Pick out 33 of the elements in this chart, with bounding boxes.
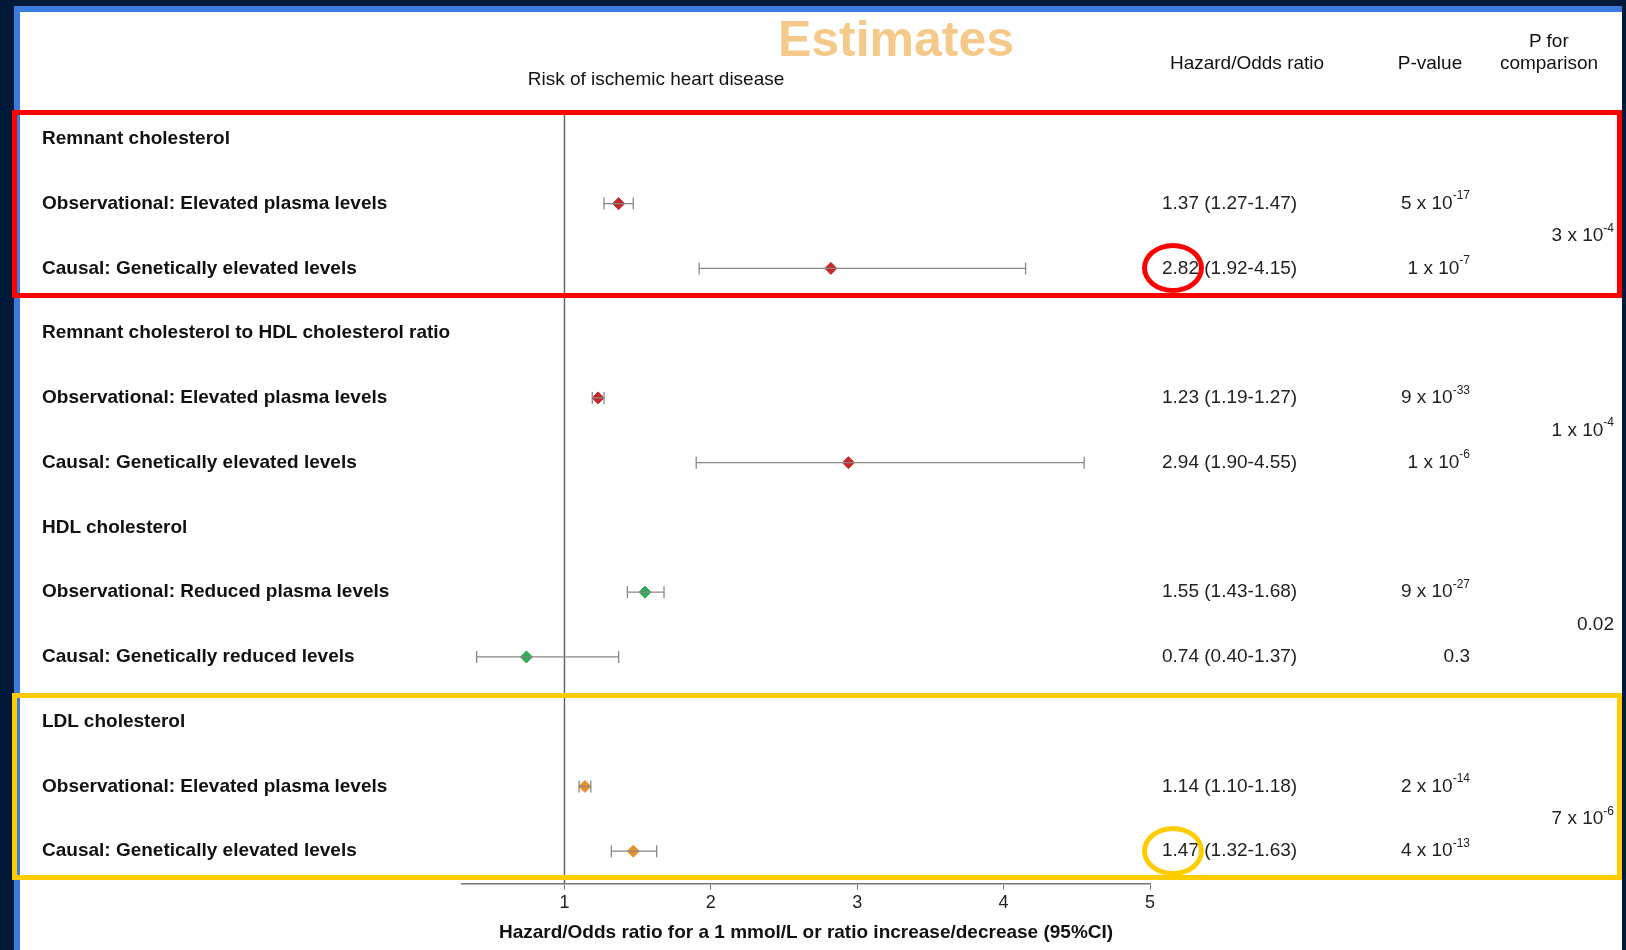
x-tick-label: 4 [998, 892, 1009, 913]
y-tick-label: Remnant cholesterol to HDL cholesterol ratio [42, 321, 451, 343]
text: 0.3 [1443, 645, 1471, 667]
y-tick-label: Causal: Genetically elevated levels [42, 450, 357, 472]
x-axis-title: Hazard/Odds ratio for a 1 mmol/L or ratio increase/decrease (95%CI) [498, 920, 1114, 942]
data-label: 2.82 (1.92-4.15) [1162, 256, 1298, 278]
x-tick-label: 2 [705, 892, 716, 913]
y-tick-label: Remnant cholesterol [42, 127, 230, 149]
x-tick-label: 3 [852, 892, 863, 913]
y-tick-label: Causal: Genetically reduced levels [42, 645, 355, 667]
y-tick-label: Observational: Reduced plasma levels [42, 580, 390, 602]
data-label: 1.55 (1.43-1.68) [1162, 580, 1298, 602]
y-tick-label: HDL cholesterol [42, 515, 188, 537]
chart-subtitle: Risk of ischemic heart disease [527, 68, 785, 90]
data-label: 1.47 (1.32-1.63) [1162, 839, 1298, 861]
data-label: 1.37 (1.27-1.47) [1162, 191, 1298, 213]
x-tick-label: 1 [559, 892, 570, 913]
y-tick-label: Observational: Elevated plasma levels [42, 191, 388, 213]
text: 0.02 [1577, 612, 1614, 634]
data-label: 0.74 (0.40-1.37) [1162, 645, 1298, 667]
text: Hazard/Odds ratio [1169, 52, 1325, 74]
data-label: 1.23 (1.19-1.27) [1162, 386, 1298, 408]
chart-title: Estimates [777, 10, 1015, 67]
y-tick-label: Observational: Elevated plasma levels [42, 774, 388, 796]
y-tick-label: Causal: Genetically elevated levels [42, 839, 357, 861]
text: P-value [1397, 52, 1463, 74]
data-label: 2.94 (1.90-4.55) [1162, 450, 1298, 472]
y-tick-label: Causal: Genetically elevated levels [42, 256, 357, 278]
text: P for comparison [1499, 30, 1599, 74]
y-tick-label: Observational: Elevated plasma levels [42, 386, 388, 408]
y-tick-label: LDL cholesterol [42, 709, 186, 731]
data-label: 1.14 (1.10-1.18) [1162, 774, 1298, 796]
x-tick-label: 5 [1144, 892, 1156, 913]
